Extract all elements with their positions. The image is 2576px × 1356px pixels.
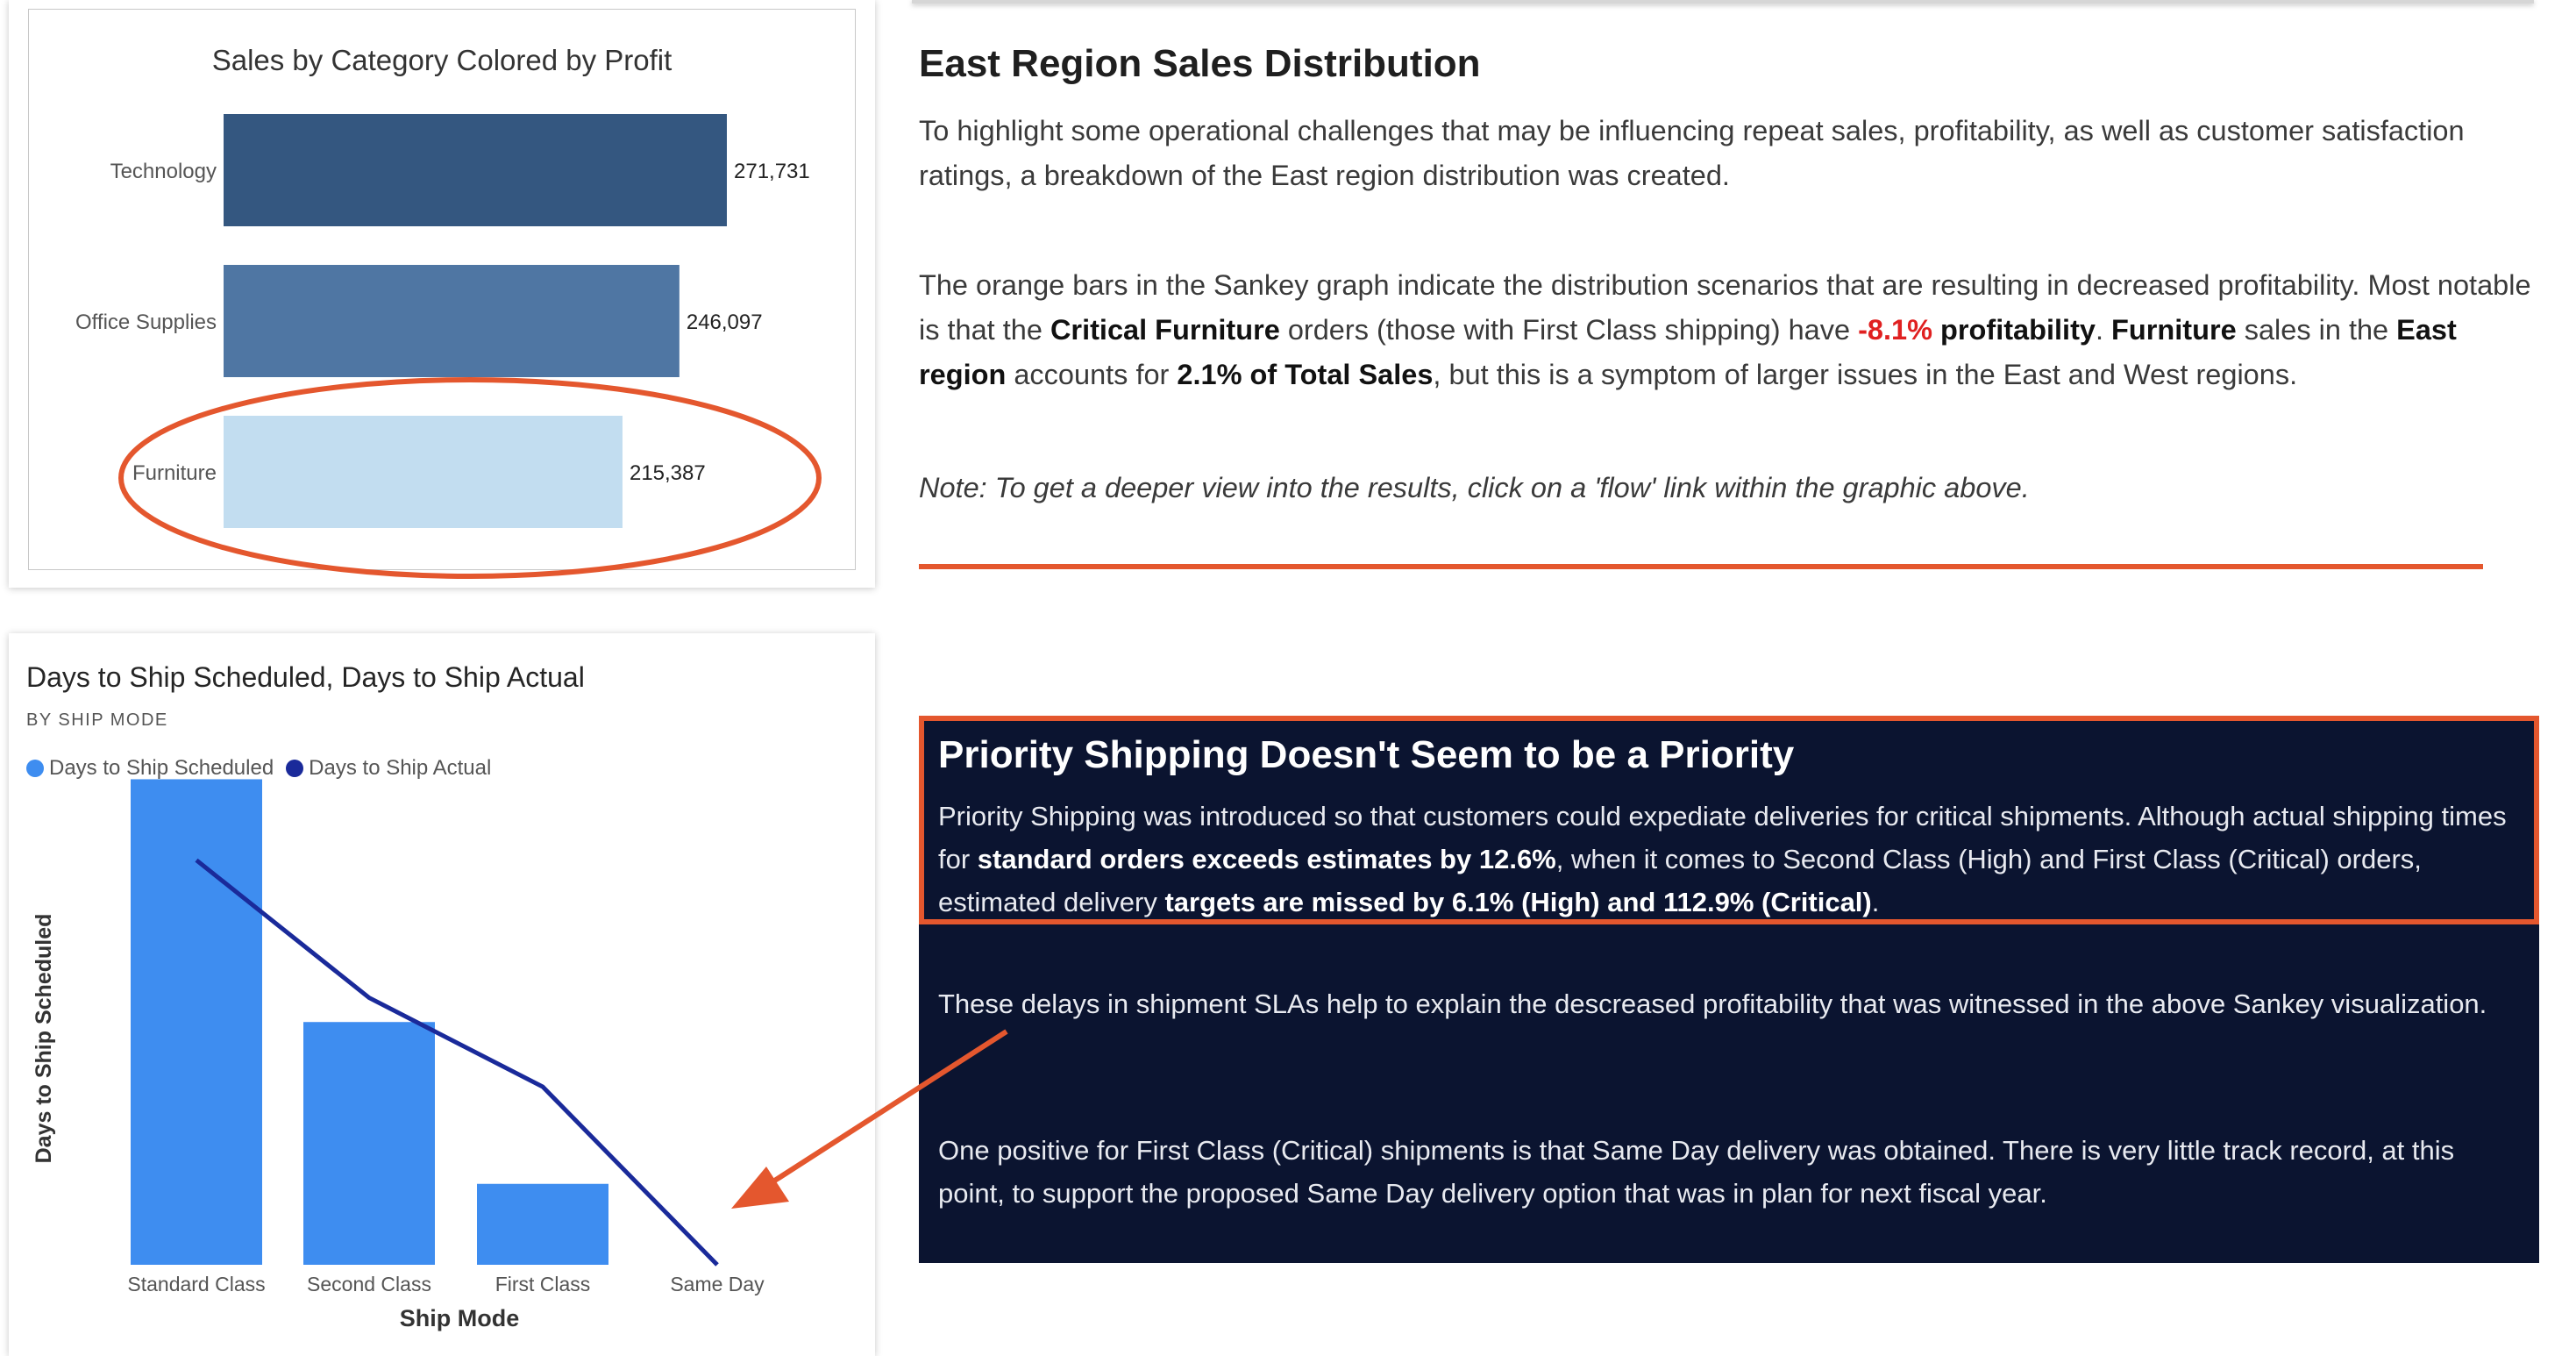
ship-category-label: First Class (495, 1273, 591, 1295)
priority-highlight-frame (919, 716, 2539, 924)
sales-by-category-panel[interactable]: Sales by Category Colored by Profit Tech… (9, 0, 875, 588)
section-divider (919, 564, 2483, 569)
scheduled-bar (303, 1022, 435, 1265)
legend-label-scheduled: Days to Ship Scheduled (49, 756, 274, 780)
priority-paragraph-3: One positive for First Class (Critical) … (938, 1135, 2455, 1209)
days-to-ship-chart[interactable]: Days to Ship Scheduled Ship Mode Standar… (9, 633, 875, 1356)
priority-paragraph-1: Priority Shipping was introduced so that… (938, 801, 2507, 917)
scheduled-bar (131, 779, 262, 1265)
sales-bar (224, 114, 727, 226)
priority-shipping-box (919, 716, 2539, 1263)
priority-paragraph-2: These delays in shipment SLAs help to ex… (938, 988, 2487, 1019)
top-shadow-bar (912, 0, 2534, 4)
actual-days-line (195, 858, 719, 1267)
scheduled-bar (477, 1183, 608, 1265)
sales-category-label: Furniture (132, 461, 217, 485)
legend-label-actual: Days to Ship Actual (309, 756, 492, 780)
sales-bar (224, 265, 680, 377)
east-note: Note: To get a deeper view into the resu… (919, 472, 2030, 503)
sales-value-label: 215,387 (630, 461, 706, 485)
priority-heading: Priority Shipping Doesn't Seem to be a P… (938, 733, 1795, 776)
ship-chart-title: Days to Ship Scheduled, Days to Ship Act… (26, 661, 585, 693)
sales-by-category-chart[interactable]: Sales by Category Colored by Profit Tech… (9, 0, 875, 588)
ship-category-label: Standard Class (127, 1273, 265, 1295)
furniture-highlight-ellipse (118, 377, 822, 579)
sales-value-label: 271,731 (734, 160, 810, 183)
sales-category-label: Technology (110, 160, 217, 183)
ship-category-label: Second Class (307, 1273, 431, 1295)
sales-category-label: Office Supplies (75, 310, 217, 334)
east-region-heading: East Region Sales Distribution (919, 42, 1481, 85)
legend-dot-icon (26, 760, 44, 777)
ship-chart-subtitle: BY SHIP MODE (26, 710, 168, 730)
ship-chart-legend[interactable]: Days to Ship Scheduled Days to Ship Actu… (26, 756, 503, 781)
legend-item-actual[interactable]: Days to Ship Actual (286, 756, 491, 781)
sales-chart-frame (28, 9, 856, 570)
ship-x-axis-label: Ship Mode (400, 1305, 520, 1331)
sales-value-label: 246,097 (687, 310, 763, 334)
east-intro-paragraph: To highlight some operational challenges… (919, 115, 2465, 191)
sales-bar (224, 416, 623, 528)
east-sankey-paragraph: The orange bars in the Sankey graph indi… (919, 269, 2531, 390)
ship-y-axis-label: Days to Ship Scheduled (32, 914, 56, 1164)
ship-category-label: Same Day (670, 1273, 765, 1295)
sales-chart-title: Sales by Category Colored by Profit (212, 44, 672, 76)
legend-item-scheduled[interactable]: Days to Ship Scheduled (26, 756, 274, 781)
days-to-ship-panel[interactable]: Days to Ship Scheduled, Days to Ship Act… (9, 633, 875, 1356)
legend-dot-icon (286, 760, 304, 777)
